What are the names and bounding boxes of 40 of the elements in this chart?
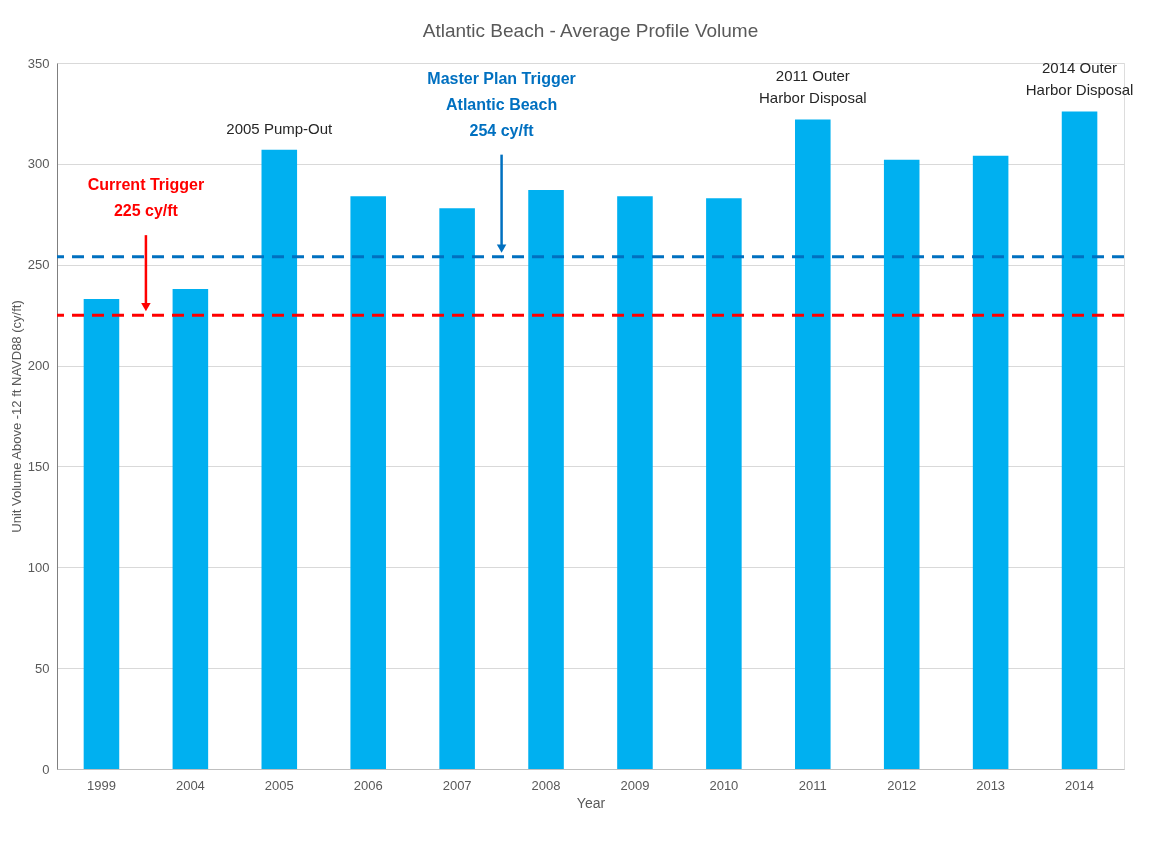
y-tick-label: 350 xyxy=(27,55,50,71)
bar xyxy=(795,119,831,769)
x-tick-label: 2009 xyxy=(620,777,650,793)
x-tick-label: 2008 xyxy=(531,777,561,793)
bar xyxy=(617,196,653,769)
bar xyxy=(972,155,1009,769)
y-tick-label: 150 xyxy=(27,458,50,474)
ref-line-label: Master Plan Trigger Atlantic Beach 254 cy/ft xyxy=(427,69,576,139)
annotation: 2014 Outer Harbor Disposal xyxy=(1025,59,1134,99)
y-tick-label: 50 xyxy=(35,660,50,676)
y-tick-label: 200 xyxy=(27,358,50,374)
bar xyxy=(83,299,120,769)
bar xyxy=(439,208,475,769)
chart-title: Atlantic Beach - Average Profile Volume xyxy=(422,20,759,41)
x-tick-label: 2010 xyxy=(709,777,739,793)
bar xyxy=(528,190,564,769)
bar xyxy=(261,149,298,769)
x-tick-label: 2011 xyxy=(798,777,827,793)
x-tick-label: 2007 xyxy=(442,777,472,793)
ref-line-label: Current Trigger 225 cy/ft xyxy=(87,176,205,220)
bar xyxy=(1061,111,1098,769)
bar xyxy=(350,196,386,769)
bar xyxy=(883,159,920,769)
x-tick-label: 2013 xyxy=(976,777,1006,793)
y-tick-label: 100 xyxy=(27,559,50,575)
x-tick-label: 2012 xyxy=(887,777,917,793)
annotation: 2011 Outer Harbor Disposal xyxy=(759,67,867,107)
bar xyxy=(706,198,742,769)
x-tick-label: 2004 xyxy=(175,777,205,793)
x-tick-label: 2014 xyxy=(1065,777,1094,793)
x-axis-title: Year xyxy=(576,794,606,811)
x-tick-label: 1999 xyxy=(87,777,116,793)
x-tick-label: 2006 xyxy=(353,777,383,793)
y-tick-label: 250 xyxy=(27,257,50,273)
x-tick-label: 2005 xyxy=(264,777,294,793)
annotation: 2005 Pump-Out xyxy=(226,119,334,137)
bar xyxy=(172,288,209,769)
y-tick-label: 0 xyxy=(42,761,50,777)
y-axis-title: Unit Volume Above -12 ft NAVD88 (cy/ft) xyxy=(8,300,24,533)
y-tick-label: 300 xyxy=(27,156,50,172)
